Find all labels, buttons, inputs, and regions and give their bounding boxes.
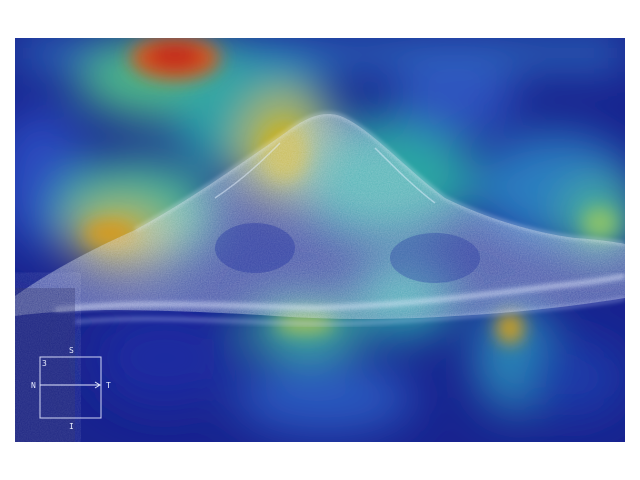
orientation-label-nasal: N <box>31 381 36 390</box>
orientation-label-superior: S <box>69 346 74 355</box>
orientation-label-temporal: T <box>106 381 111 390</box>
oct-heatmap-image: S 3 N T I <box>15 38 625 442</box>
heatmap-canvas <box>15 38 625 442</box>
orientation-label-index: 3 <box>42 359 47 368</box>
orientation-label-inferior: I <box>69 422 74 431</box>
orientation-box <box>39 356 102 419</box>
